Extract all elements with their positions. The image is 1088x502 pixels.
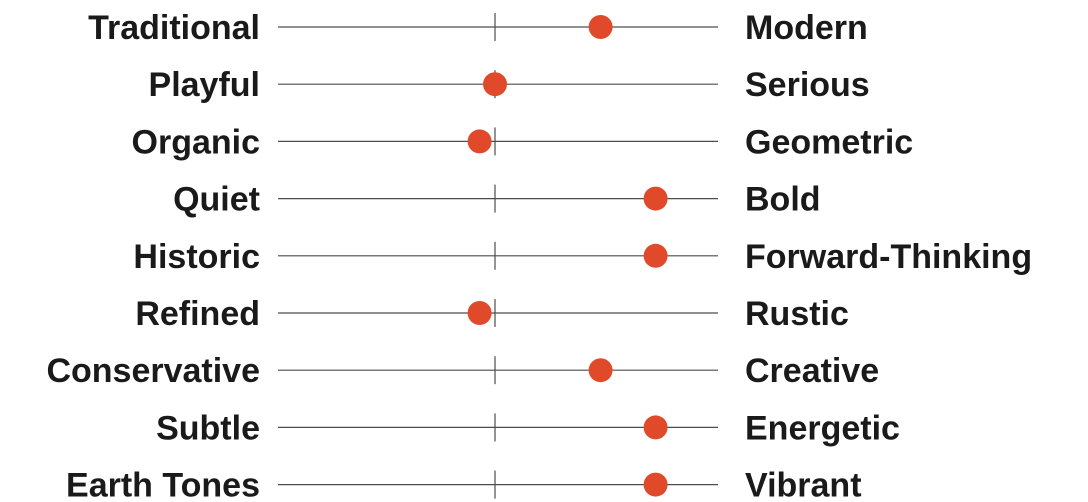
right-attribute-label: Vibrant	[745, 467, 862, 502]
position-dot	[643, 186, 668, 211]
right-attribute-label: Serious	[745, 66, 870, 104]
right-attribute-label: Modern	[745, 9, 868, 47]
position-dot	[467, 301, 492, 325]
spectrum-row: Earth Tones Vibrant	[66, 467, 861, 502]
left-attribute-label: Conservative	[46, 352, 260, 390]
right-attribute-label: Rustic	[745, 295, 849, 333]
right-attribute-label: Forward-Thinking	[745, 238, 1032, 276]
spectrum-row: Subtle Energetic	[156, 409, 900, 447]
right-attribute-label: Geometric	[745, 123, 913, 161]
left-attribute-label: Quiet	[173, 181, 260, 219]
position-dot	[588, 15, 613, 39]
left-attribute-label: Earth Tones	[66, 467, 260, 502]
position-dot	[643, 415, 668, 440]
spectrum-row: Quiet Bold	[173, 181, 820, 219]
position-dot	[643, 472, 668, 497]
left-attribute-label: Organic	[132, 123, 260, 161]
spectrum-row: Traditional Modern	[88, 9, 868, 47]
right-attribute-label: Bold	[745, 181, 821, 219]
left-attribute-label: Historic	[133, 238, 260, 276]
left-attribute-label: Refined	[135, 295, 260, 333]
spectrum-row: Historic Forward-Thinking	[133, 238, 1032, 276]
right-attribute-label: Creative	[745, 352, 879, 390]
position-dot	[467, 129, 492, 154]
position-dot	[588, 358, 613, 383]
left-attribute-label: Playful	[149, 66, 260, 104]
position-dot	[643, 243, 668, 268]
position-dot	[483, 72, 507, 97]
spectrum-row: Organic Geometric	[132, 123, 914, 161]
right-attribute-label: Energetic	[745, 409, 900, 447]
spectrum-row: Refined Rustic	[135, 295, 849, 333]
left-attribute-label: Traditional	[88, 9, 260, 47]
spectrum-row: Conservative Creative	[46, 352, 879, 390]
spectrum-row: Playful Serious	[149, 66, 870, 104]
left-attribute-label: Subtle	[156, 409, 260, 447]
